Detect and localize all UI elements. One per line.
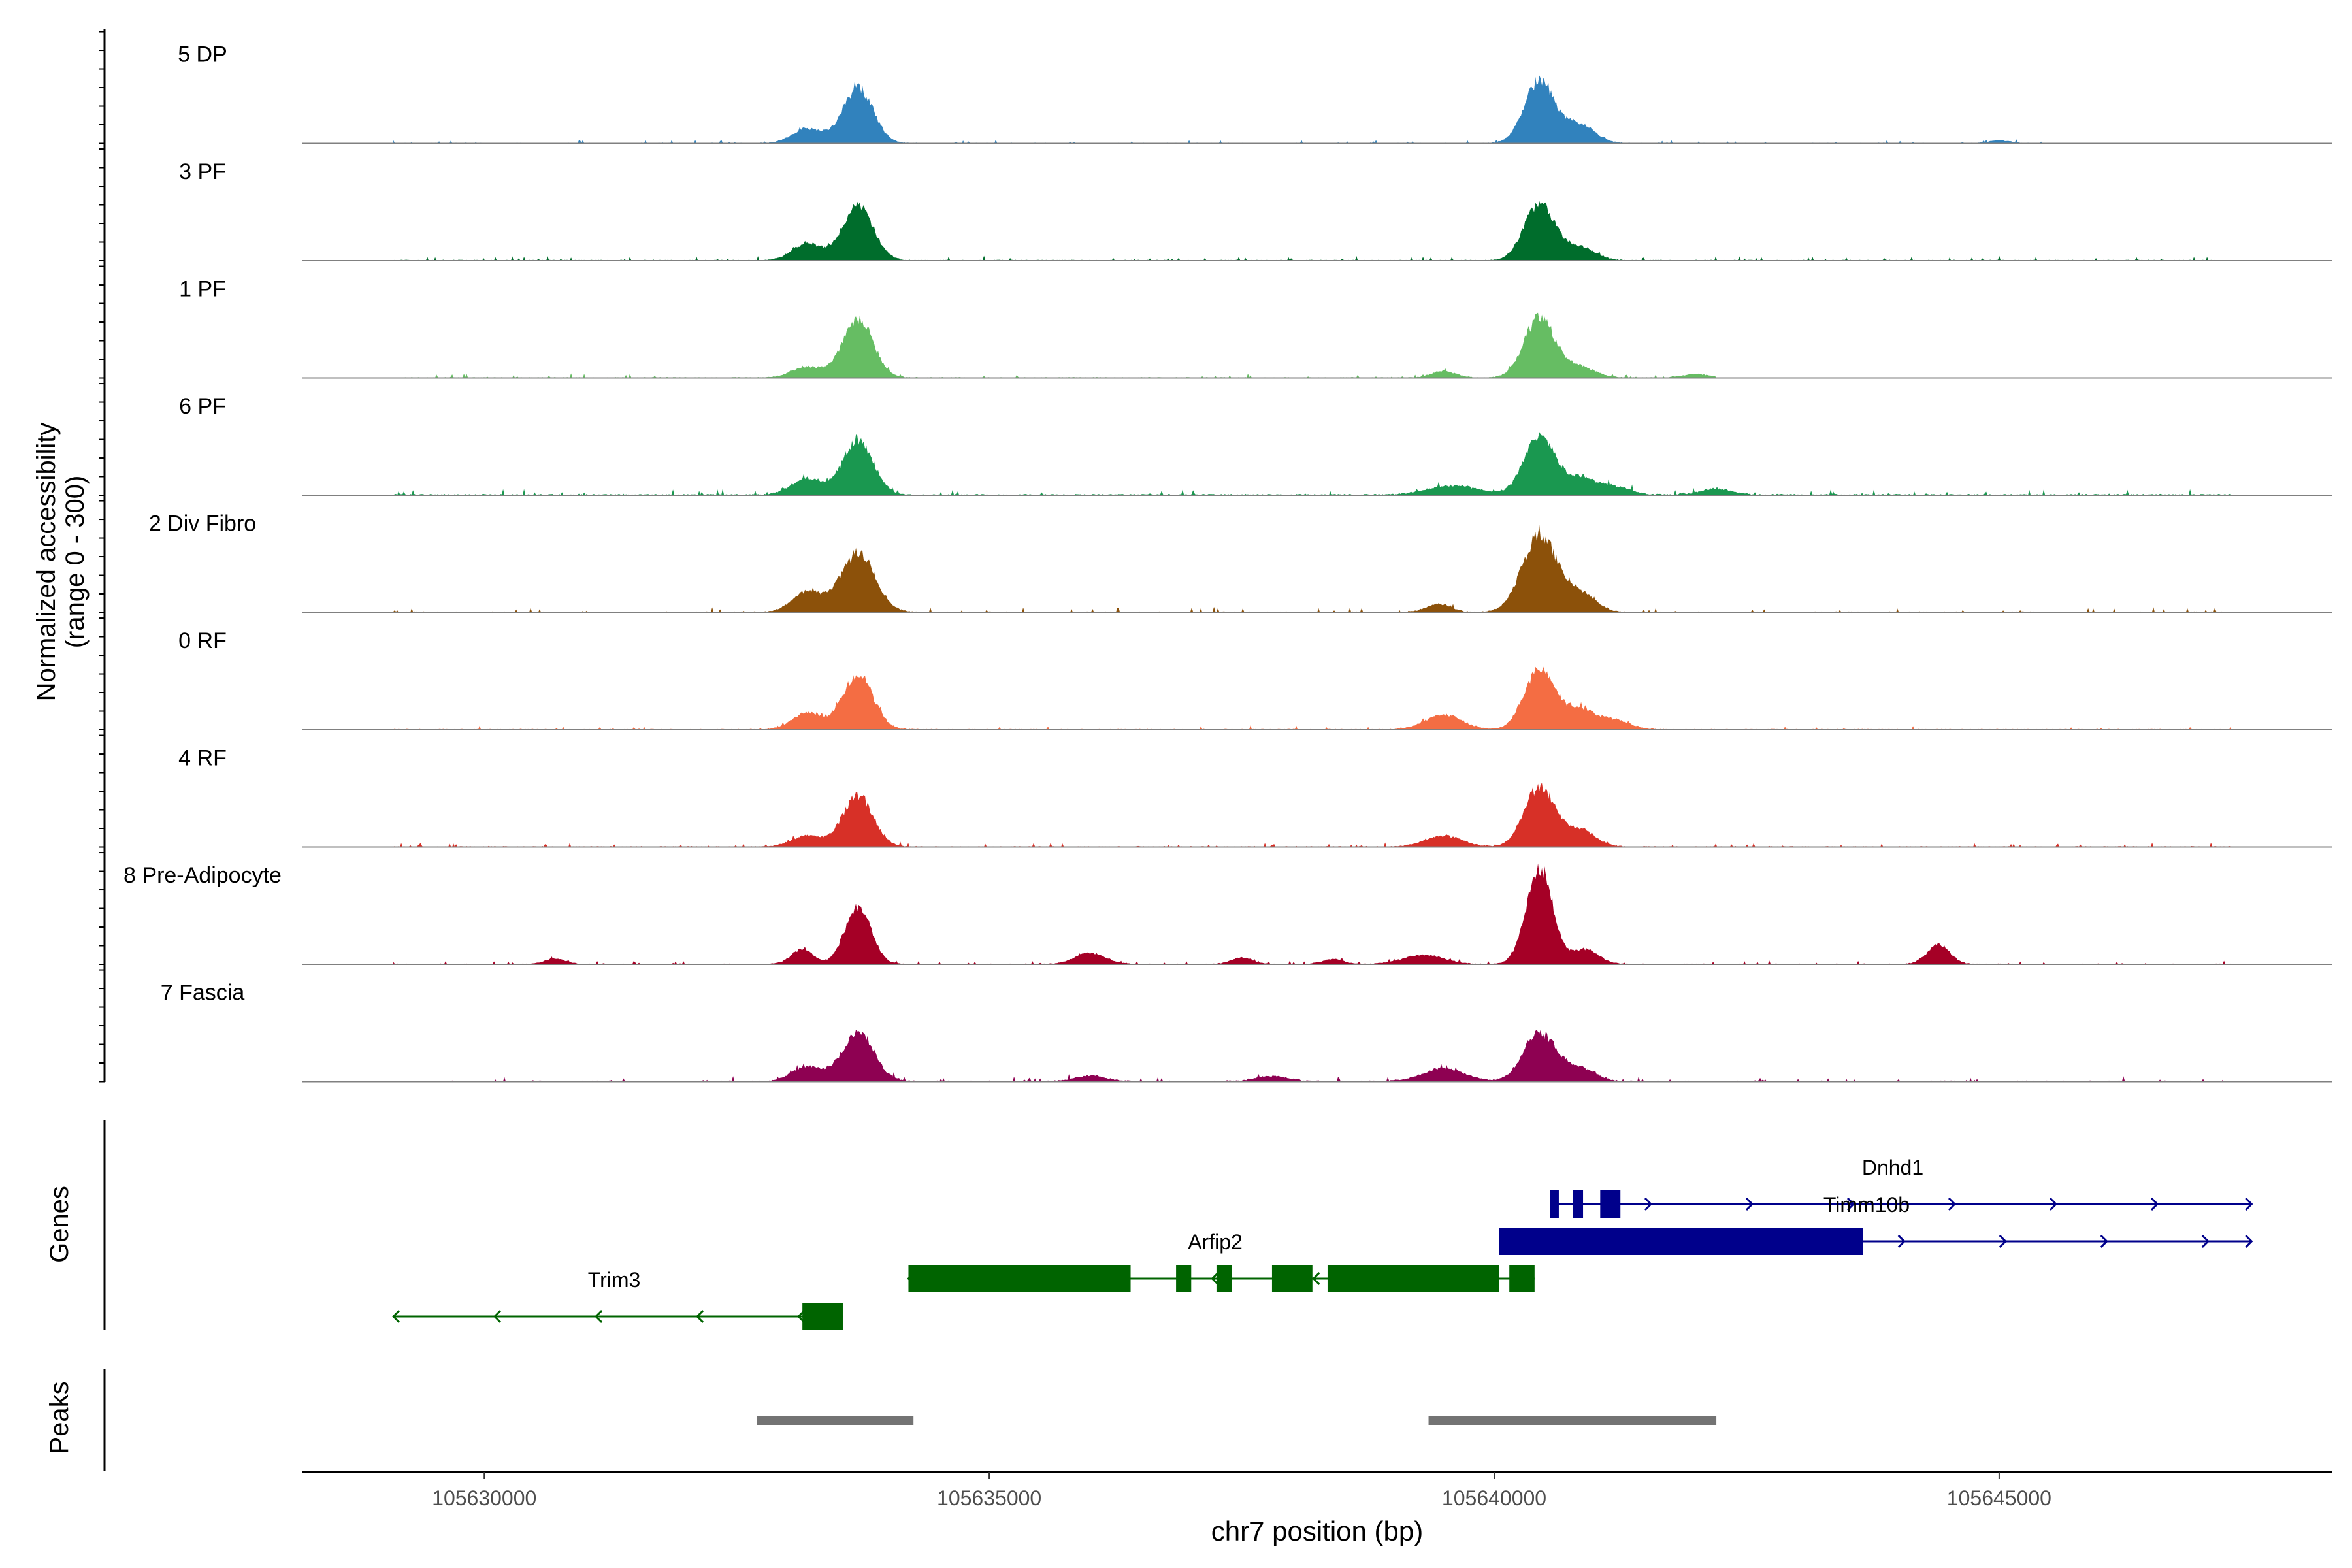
strand-arrow [2201,1234,2210,1249]
peak-region [757,1416,914,1425]
strand-arrow [1948,1197,1957,1211]
peaks-track [103,1369,1717,1471]
track-1-pf: 1 PF [179,277,2332,379]
track-label: 2 Div Fibro [149,512,256,536]
strand-arrow [391,1309,400,1324]
gene-arfip2: Arfip2 [907,1230,1535,1292]
strand-arrow [1846,1197,1855,1211]
track-label: 3 PF [179,159,226,184]
x-axis-label: chr7 position (bp) [1211,1516,1424,1546]
x-tick-label: 105635000 [937,1486,1041,1510]
track-label: 7 Fascia [161,981,245,1005]
coverage-area [393,201,2232,261]
strand-arrow [2150,1197,2159,1211]
coverage-area [393,75,2050,144]
coverage-area [393,432,2232,495]
track-label: 0 RF [178,629,227,653]
exon [1499,1228,1863,1255]
gene-dnhd1: Dnhd1 [1550,1156,2253,1218]
track-4-rf: 4 RF [178,746,2332,848]
exon [1550,1190,1559,1218]
gene-timm10b: Timm10b [1499,1193,2253,1255]
genes-track-label: Genes [45,1186,74,1263]
y-axis-label-range: (range 0 - 300) [61,476,90,649]
strand-arrow [796,1309,806,1324]
strand-arrow [1745,1197,1754,1211]
x-tick-label: 105640000 [1442,1486,1546,1510]
strand-arrow [695,1309,704,1324]
gene-label: Dnhd1 [1862,1156,1923,1179]
strand-arrow [2245,1234,2253,1249]
x-tick-label: 105630000 [432,1486,536,1510]
exon [802,1303,843,1330]
coverage-tracks: 5 DP 3 PF 1 PF 6 PF 2 Div Fibro 0 RF 4 RF 8 Pre… [123,42,2332,1083]
exon [1573,1190,1584,1218]
track-6-pf: 6 PF [179,394,2332,496]
track-label: 1 PF [179,277,226,302]
track-label: 5 DP [178,42,227,67]
exon [908,1265,1131,1292]
track-3-pf: 3 PF [179,159,2332,261]
strand-arrow [1312,1271,1320,1286]
track-5-dp: 5 DP [178,42,2332,144]
strand-arrow [594,1309,603,1324]
strand-arrow [1211,1271,1219,1286]
gene-label: Arfip2 [1188,1230,1243,1254]
peak-region [1428,1416,1717,1425]
gene-label: Trim3 [588,1268,641,1292]
coverage-area [393,525,2232,613]
track-label: 4 RF [178,746,227,771]
y-axis-label: Normalized accessibility [32,423,61,702]
exon [1509,1265,1535,1292]
x-tick-label: 105645000 [1947,1486,2051,1510]
strand-arrow [2049,1197,2058,1211]
coverage-area [393,312,1717,378]
strand-arrow [2245,1197,2253,1211]
coverage-area [393,863,2232,964]
track-label: 6 PF [179,394,226,419]
gene-trim3: Trim3 [391,1268,843,1330]
exon [1600,1190,1621,1218]
strand-arrow [493,1309,502,1324]
strand-arrow [1999,1234,2007,1249]
strand-arrow [2100,1234,2108,1249]
track-0-rf: 0 RF [178,629,2332,730]
coverage-area [393,1030,2232,1082]
exon [1327,1265,1499,1292]
strand-arrow [1897,1234,1906,1249]
track-7-fascia: 7 Fascia [161,981,2332,1083]
exon [1216,1265,1232,1292]
gene-label: Timm10b [1823,1193,1910,1217]
peaks-track-label: Peaks [45,1381,74,1454]
strand-arrow [1644,1197,1653,1211]
coverage-area [393,666,2232,730]
track-label: 8 Pre-Adipocyte [123,863,282,888]
coverage-area [393,783,2232,847]
genes-track: Dnhd1 Timm10b Arfip2 Trim3 [103,1120,2253,1330]
exon [1271,1265,1313,1292]
coverage-y-axis [99,29,106,1083]
track-2-div-fibro: 2 Div Fibro [149,512,2332,613]
exon [1176,1265,1192,1292]
track-8-pre-adipocyte: 8 Pre-Adipocyte [123,863,2332,965]
x-axis: 105630000 105635000 105640000 105645000 [302,1471,2332,1510]
